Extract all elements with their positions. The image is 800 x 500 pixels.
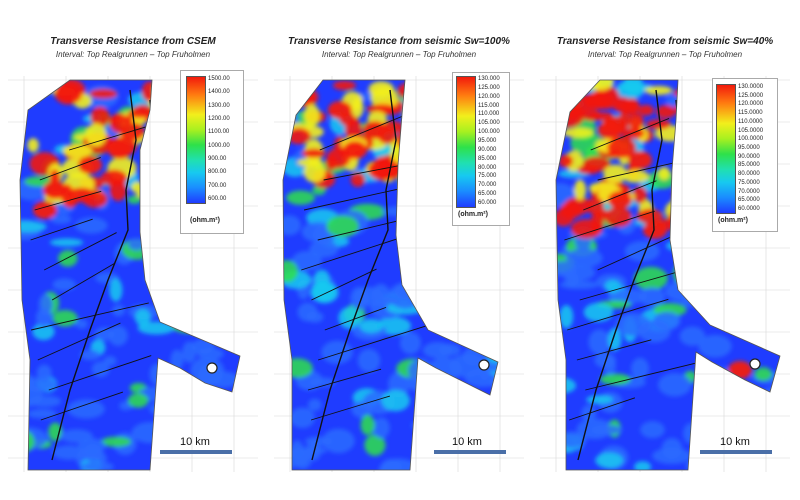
colorbar-tick-label: 1300.00 — [208, 102, 230, 109]
colorbar-tick-label: 120.000 — [478, 93, 500, 100]
panel-title: Transverse Resistance from seismic Sw=40… — [556, 36, 774, 47]
colorbar-tick-label: 95.0000 — [738, 145, 760, 151]
scale-bar — [434, 450, 506, 454]
panel-subtitle: Interval: Top Realgrunnen – Top Fruholme… — [321, 50, 477, 59]
well-marker — [478, 359, 490, 371]
scale-bar — [160, 450, 232, 454]
colorbar-tick-label: 115.0000 — [738, 110, 763, 117]
panel-subtitle: Interval: Top Realgrunnen – Top Fruholme… — [55, 50, 211, 59]
colorbar-units: (ohm.m²) — [458, 211, 488, 218]
colorbar-tick-label: 60.0000 — [738, 206, 760, 212]
colorbar-tick-label: 115.000 — [478, 102, 500, 109]
colorbar-tick-label: 80.0000 — [738, 171, 760, 178]
colorbar-tick-label: 85.000 — [478, 155, 497, 162]
colorbar-tick-label: 100.0000 — [738, 136, 764, 143]
well-marker — [206, 362, 218, 374]
colorbar-ticks: 130.0000 125.0000 120.0000 115.0000 110.0000… — [738, 84, 774, 212]
colorbar-tick-label: 800.00 — [208, 169, 227, 176]
colorbar — [186, 76, 206, 204]
colorbar-tick-label: 105.0000 — [738, 127, 764, 134]
colorbar — [716, 84, 736, 214]
colorbar-tick-label: 1000.00 — [208, 142, 230, 149]
colorbar-tick-label: 1400.00 — [208, 89, 230, 96]
colorbar-tick-label: 65.000 — [478, 191, 497, 198]
colorbar-units: (ohm.m²) — [190, 217, 220, 224]
colorbar-tick-label: 900.00 — [208, 156, 227, 162]
panel-title: Transverse Resistance from CSEM — [50, 36, 216, 47]
colorbar-tick-label: 130.0000 — [738, 84, 764, 90]
colorbar-tick-label: 1500.00 — [208, 76, 230, 82]
colorbar-tick-label: 600.00 — [208, 196, 227, 202]
colorbar-tick-label: 700.00 — [208, 182, 227, 189]
colorbar-tick-label: 95.000 — [478, 138, 497, 144]
colorbar-tick-label: 110.0000 — [738, 118, 763, 125]
scale-bar-label: 10 km — [720, 436, 750, 448]
colorbar-tick-label: 70.0000 — [738, 188, 760, 195]
scale-bar-label: 10 km — [452, 436, 482, 448]
colorbar-tick-label: 90.0000 — [738, 153, 760, 160]
colorbar-tick-label: 75.0000 — [738, 179, 760, 186]
panel-subtitle: Interval: Top Realgrunnen – Top Fruholme… — [587, 50, 743, 59]
colorbar-tick-label: 100.000 — [478, 129, 500, 136]
colorbar-tick-label: 120.0000 — [738, 101, 764, 108]
colorbar-tick-label: 110.000 — [478, 111, 500, 118]
colorbar-tick-label: 125.000 — [478, 84, 500, 91]
colorbar-tick-label: 70.000 — [478, 182, 497, 189]
scale-bar — [700, 450, 772, 454]
colorbar — [456, 76, 476, 208]
colorbar-units: (ohm.m²) — [718, 217, 748, 224]
map-panel-csem: Transverse Resistance from CSEM Interval… — [0, 0, 266, 500]
scale-bar-label: 10 km — [180, 436, 210, 448]
colorbar-tick-label: 85.0000 — [738, 162, 760, 169]
colorbar-tick-label: 90.000 — [478, 146, 497, 153]
colorbar-ticks: 130.000 125.000 120.000 115.000 110.000 105.0… — [478, 76, 508, 206]
resistance-map-sw40 — [540, 76, 790, 472]
colorbar-tick-label: 130.000 — [478, 76, 500, 82]
colorbar-ticks: 1500.00 1400.00 1300.00 1200.00 1100.00 1000.… — [208, 76, 242, 202]
panel-title: Transverse Resistance from seismic Sw=10… — [288, 36, 510, 47]
colorbar-tick-label: 105.000 — [478, 120, 500, 127]
colorbar-tick-label: 60.000 — [478, 200, 497, 206]
colorbar-tick-label: 125.0000 — [738, 92, 764, 99]
colorbar-tick-label: 75.000 — [478, 173, 497, 180]
colorbar-tick-label: 1100.00 — [208, 129, 230, 136]
map-panel-seismic-sw100: Transverse Resistance from seismic Sw=10… — [266, 0, 532, 500]
colorbar-tick-label: 65.0000 — [738, 197, 760, 204]
colorbar-tick-label: 80.000 — [478, 164, 497, 171]
map-panel-seismic-sw40: Transverse Resistance from seismic Sw=40… — [532, 0, 798, 500]
colorbar-tick-label: 1200.00 — [208, 116, 230, 122]
well-marker — [749, 358, 761, 370]
